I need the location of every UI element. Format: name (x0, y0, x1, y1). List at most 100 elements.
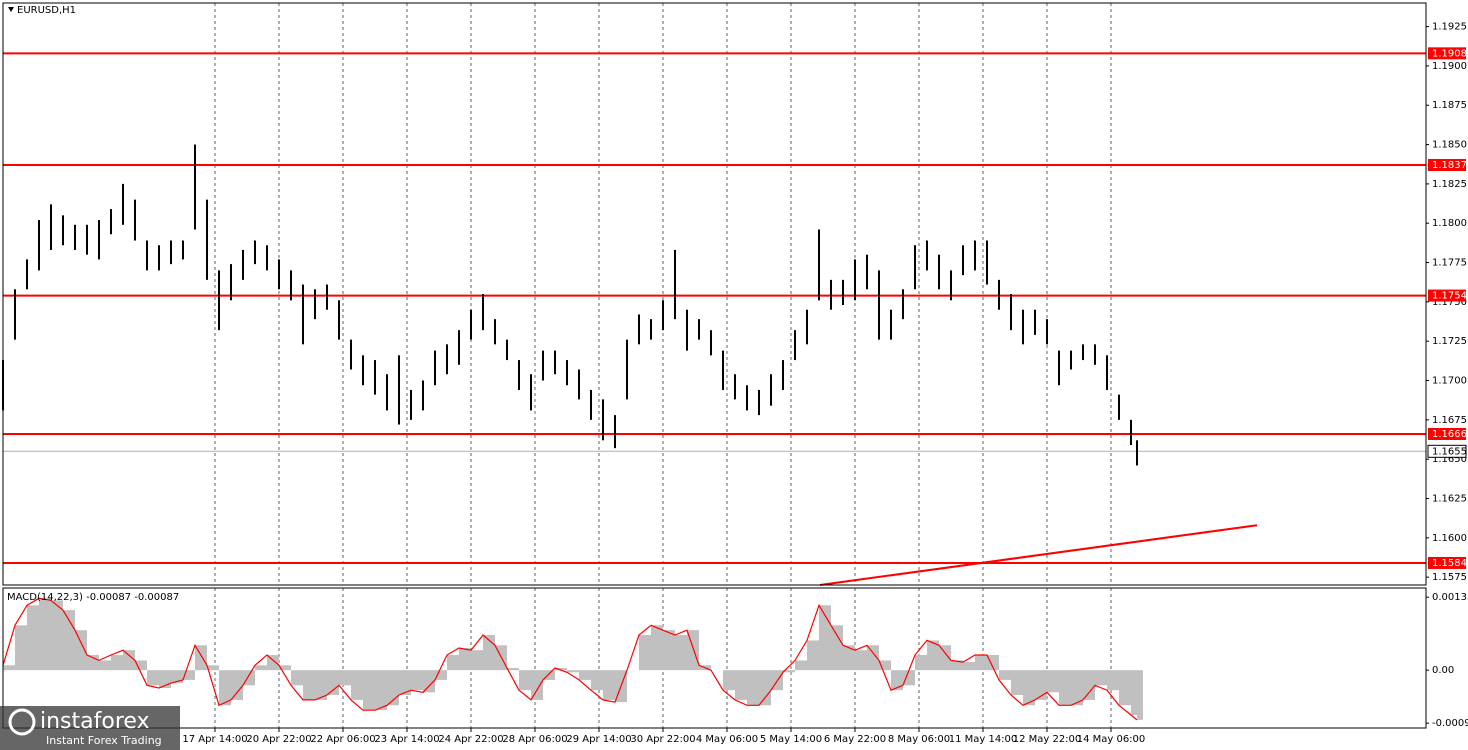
price-panel-frame (2, 2, 1427, 586)
y-tick-label: 1.1625 (1432, 493, 1467, 504)
macd-histogram-bar (747, 670, 759, 706)
macd-histogram-bar (543, 670, 555, 680)
macd-histogram-bar (171, 670, 183, 684)
macd-histogram-bar (951, 660, 963, 671)
y-tick-label: 1.1575 (1432, 572, 1467, 583)
macd-panel-frame (2, 587, 1427, 729)
macd-histogram-bar (1023, 670, 1035, 706)
x-tick-label: 4 May 06:00 (696, 734, 758, 745)
macd-histogram-bar (855, 650, 867, 671)
macd-histogram-bar (963, 662, 975, 671)
macd-histogram-bar (387, 670, 399, 706)
macd-histogram-bar (303, 670, 315, 700)
macd-histogram-bar (1011, 670, 1023, 696)
macd-histogram-bar (411, 670, 423, 691)
level-label-box (1428, 427, 1466, 440)
macd-histogram-bar (507, 668, 519, 671)
macd-histogram-bar (375, 670, 387, 711)
watermark: instaforex Instant Forex Trading (0, 706, 180, 750)
macd-histogram-bar (39, 598, 51, 671)
macd-histogram-bar (399, 670, 411, 696)
macd-histogram-bar (1083, 670, 1095, 700)
macd-histogram-bar (807, 640, 819, 671)
macd-histogram-bar (1131, 670, 1137, 716)
y-tick-label: 0.00135 (1432, 592, 1468, 603)
plot-layer: 1.1925 1.1900 1.1875 1.1850 1.1825 1.1800 1.17… (2, 3, 1468, 745)
macd-histogram-bar (675, 635, 687, 671)
current-price-label: 1.1655 (1432, 446, 1467, 457)
macd-histogram-bar (243, 670, 255, 686)
macd-histogram-bar (927, 640, 939, 671)
macd-histogram-bar (159, 670, 171, 688)
macd-histogram-bar (651, 625, 663, 671)
macd-histogram-bar (567, 670, 579, 673)
macd-histogram-bar (291, 670, 303, 686)
x-tick-label: 23 Apr 14:00 (374, 734, 439, 745)
macd-histogram-bar (51, 600, 63, 671)
macd-histogram-bar (999, 670, 1011, 680)
macd-histogram-bar (975, 655, 987, 671)
trend-line (819, 524, 1258, 586)
x-tick-label: 28 Apr 06:00 (502, 734, 567, 745)
y-tick-label: 1.1825 (1432, 179, 1467, 190)
x-tick-label: 12 May 22:00 (1013, 734, 1082, 745)
macd-histogram-bar (483, 635, 495, 671)
level-label: 1.1754 (1432, 291, 1467, 302)
macd-histogram-bar (519, 670, 531, 691)
macd-histogram-bar (15, 625, 27, 671)
level-label-box (1428, 47, 1466, 60)
y-tick-label: 1.1725 (1432, 336, 1467, 347)
macd-histogram-bar (1047, 670, 1059, 693)
macd-histogram-bar (423, 670, 435, 693)
macd-histogram-bar (939, 645, 951, 671)
level-label-box (1428, 289, 1466, 302)
macd-histogram-bar (147, 670, 159, 686)
macd-histogram-bar (603, 670, 615, 700)
y-tick-label: 1.1925 (1432, 22, 1467, 33)
y-tick-label: 1.1600 (1432, 533, 1467, 544)
y-tick-label: -0.00098 (1432, 718, 1468, 729)
y-tick-label: 1.1900 (1432, 61, 1467, 72)
macd-histogram-bar (363, 670, 375, 711)
macd-histogram-bar (639, 635, 651, 671)
watermark-logo (8, 708, 36, 736)
macd-histogram-bar (315, 670, 327, 700)
macd-histogram-bar (111, 655, 123, 671)
macd-histogram-bar (447, 655, 459, 671)
macd-histogram-bar (471, 650, 483, 671)
macd-histogram-bar (207, 665, 219, 671)
macd-histogram-bar (591, 670, 603, 691)
macd-histogram-bar (735, 670, 747, 700)
macd-histogram-bar (903, 670, 915, 686)
macd-histogram-bar (555, 668, 567, 671)
macd-histogram-bar (219, 670, 231, 706)
macd-histogram-bar (819, 605, 831, 671)
macd-histogram-bar (759, 670, 771, 706)
level-label-box (1428, 556, 1466, 569)
macd-histogram-bar (459, 648, 471, 671)
macd-histogram-bar (135, 660, 147, 671)
macd-histogram-bar (831, 625, 843, 671)
macd-histogram-bar (891, 670, 903, 691)
y-tick-label: 1.1750 (1432, 297, 1467, 308)
macd-histogram-bar (195, 645, 207, 671)
x-tick-label: 30 Apr 22:00 (630, 734, 695, 745)
macd-histogram-bar (1071, 670, 1083, 706)
watermark-tagline: Instant Forex Trading (46, 734, 162, 747)
macd-histogram-bar (3, 665, 15, 671)
macd-histogram-bar (435, 670, 447, 680)
macd-histogram-bar (183, 670, 195, 680)
macd-histogram-bar (99, 660, 111, 671)
y-tick-label: 1.1650 (1432, 454, 1467, 465)
y-tick-label: 0.00 (1432, 665, 1454, 676)
macd-histogram-bar (1137, 670, 1143, 720)
current-price-box (1427, 444, 1467, 458)
x-tick-label: 20 Apr 22:00 (246, 734, 311, 745)
macd-histogram-bar (339, 670, 351, 686)
x-tick-label: 5 May 14:00 (760, 734, 822, 745)
x-tick-label: 29 Apr 14:00 (566, 734, 631, 745)
macd-histogram-bar (879, 660, 891, 671)
x-tick-label: 11 May 14:00 (949, 734, 1018, 745)
